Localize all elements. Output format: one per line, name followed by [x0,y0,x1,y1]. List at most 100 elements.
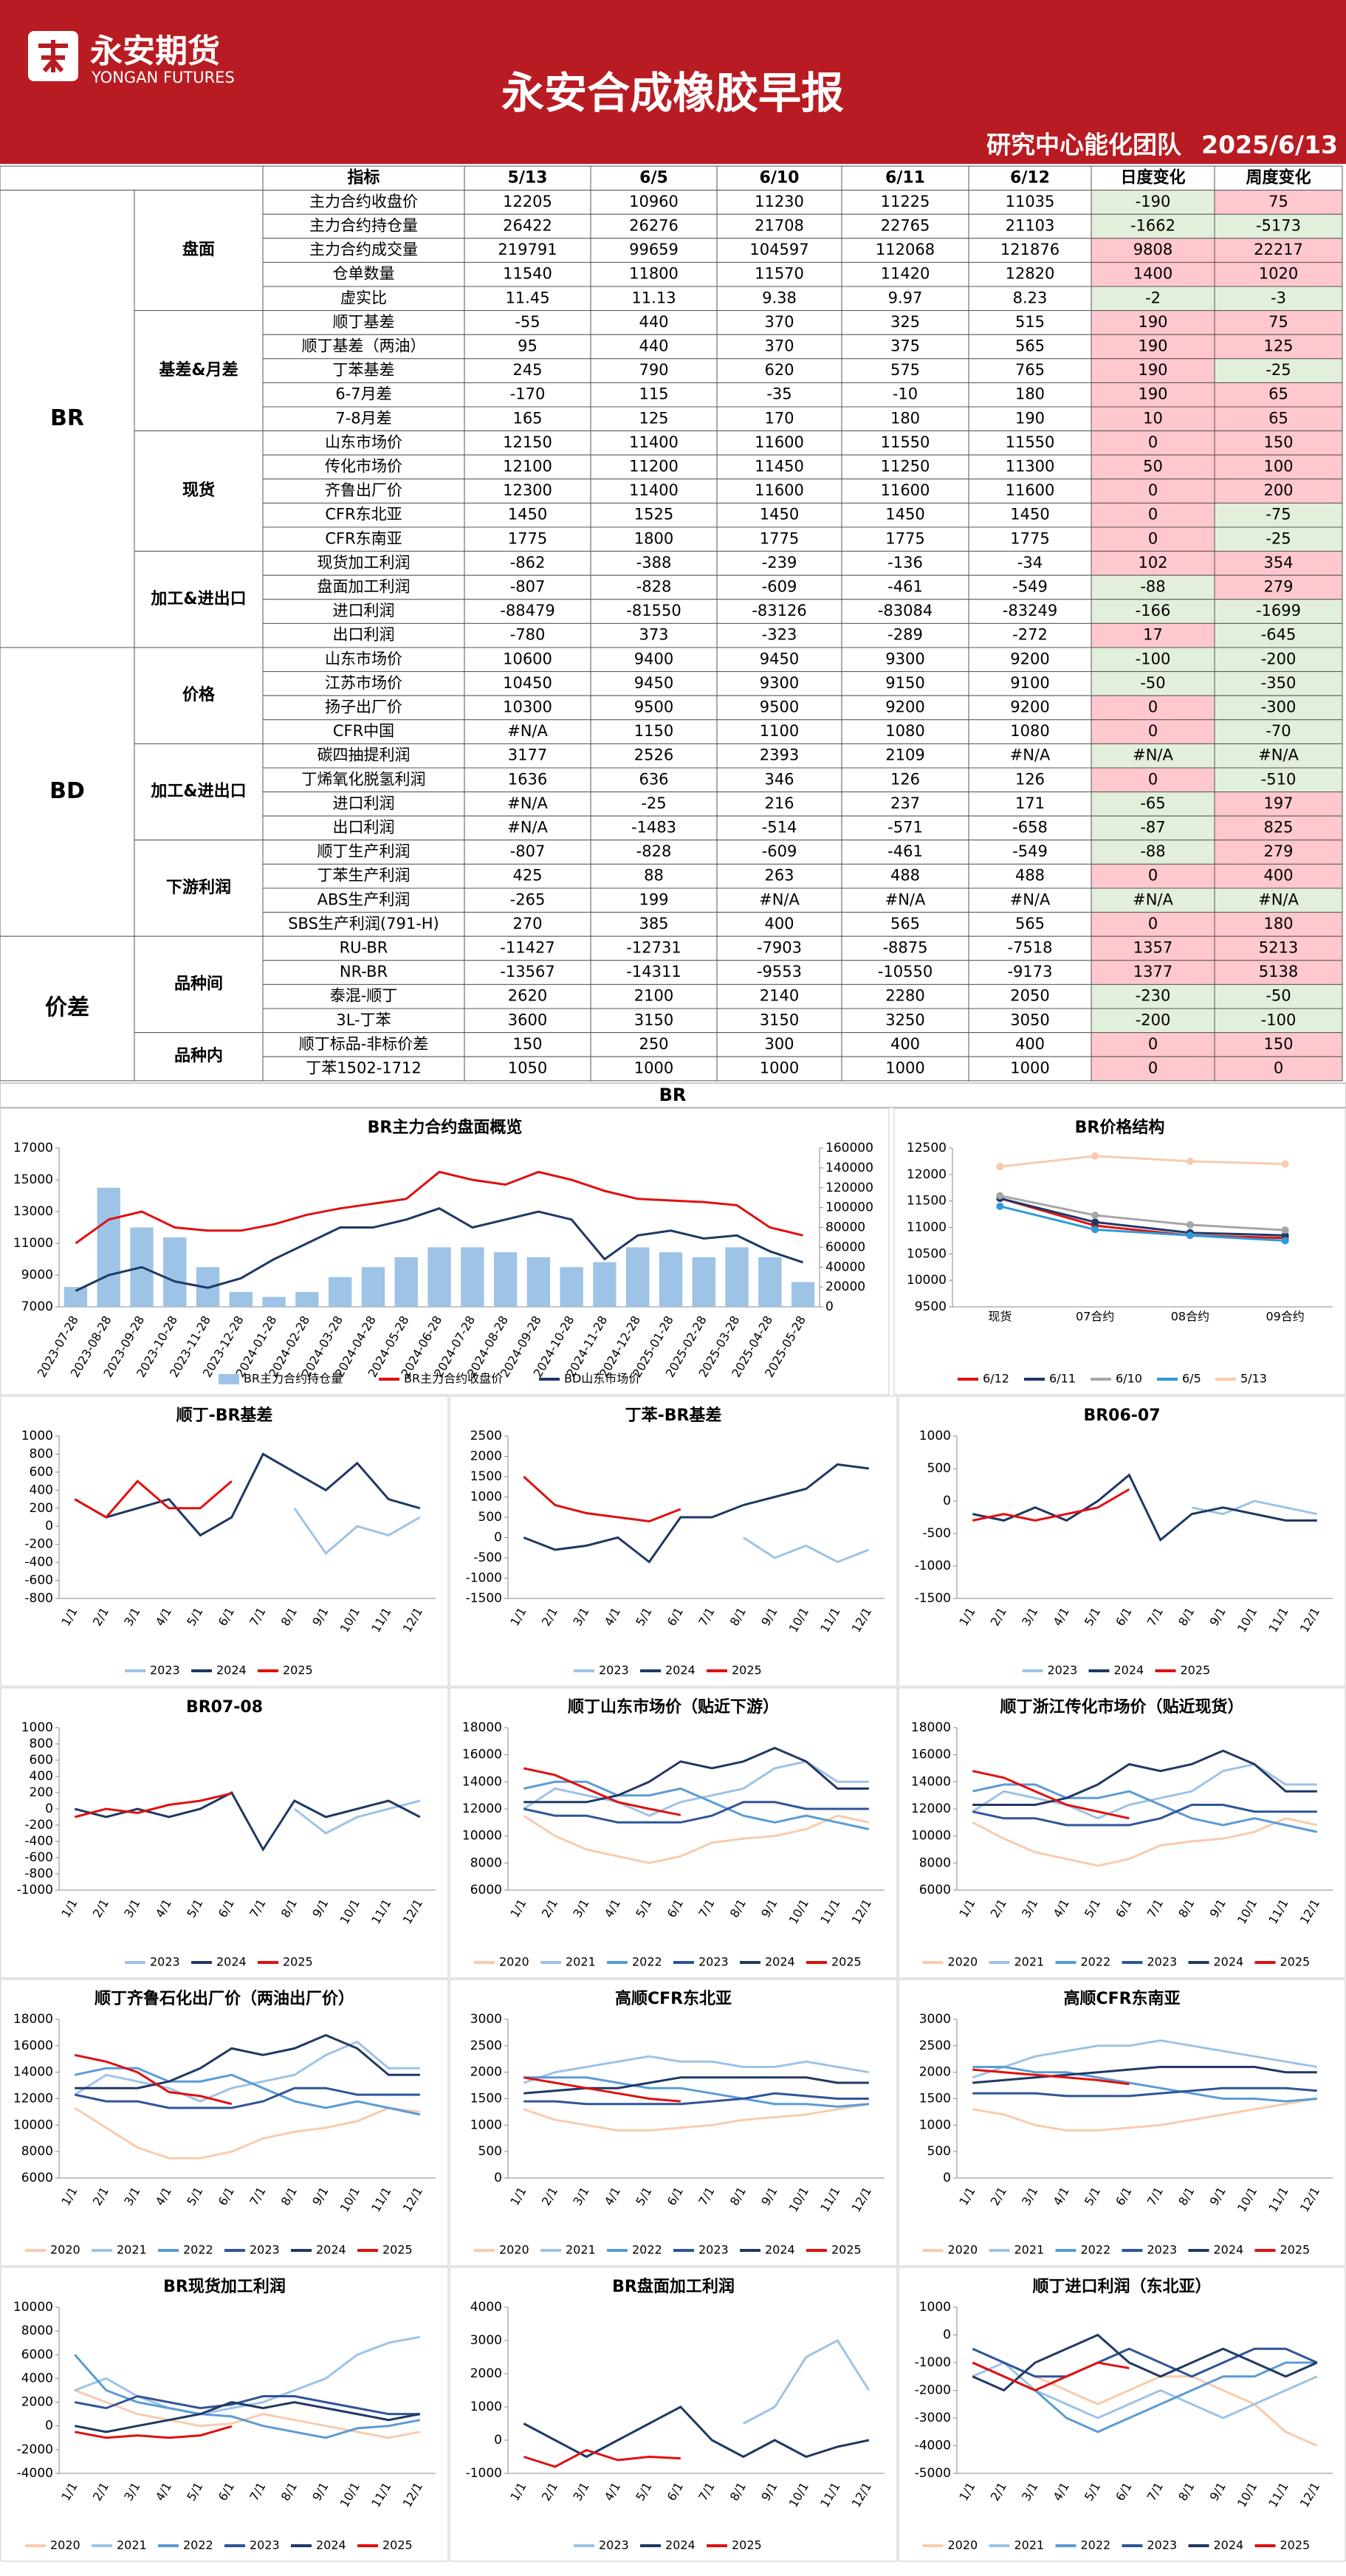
cell-value: 3150 [760,1011,799,1028]
chart-frame [898,2267,1346,2562]
chart-title: BR主力合约盘面概览 [368,1118,523,1137]
cell [464,238,591,263]
series-line [972,1473,1317,1542]
cell-value: 100 [1263,458,1293,475]
cell [464,935,591,961]
cell [262,286,465,312]
chart-title: 顺丁齐鲁石化出厂价（两油出厂价） [95,1989,354,2008]
series-line [74,1792,233,1818]
legend-label: 2021 [1014,1955,1045,1969]
cell-value: 0 [1274,1059,1283,1077]
cell [590,1056,718,1082]
cell-value: 102 [1138,554,1167,571]
cell [1091,358,1215,383]
cell-value: 565 [1015,337,1045,355]
cell [968,743,1092,769]
cell-value: 65 [1268,409,1288,427]
cell [262,478,465,504]
y-tick-label: 18000 [13,2012,53,2027]
legend-label: BR主力合约持仓量 [244,1372,343,1386]
cell-value: -50 [1140,674,1165,692]
y-tick-label: 8000 [21,2323,53,2338]
series-line [999,1197,1285,1240]
column-header: 6/11 [885,168,925,187]
cell-value: -1483 [631,819,676,837]
cell-value: -65 [1140,794,1165,812]
series-line [972,2098,1318,2132]
cell-value: -50 [1266,987,1291,1005]
cell-value: 11.45 [505,289,549,306]
cell-value: 11550 [1006,433,1055,451]
cell [1214,574,1343,600]
row-label: 仓单数量 [333,265,395,283]
cell-value: 9450 [760,650,799,667]
chart-frame [0,1979,449,2267]
cell [590,286,718,312]
cell-value: 0 [1148,1035,1158,1053]
cell-value: 488 [890,867,920,885]
legend-label: 2023 [1048,1663,1078,1677]
cell-value: 237 [890,794,920,812]
y-tick-label: 9000 [21,1268,53,1282]
legend-label: 6/10 [1116,1372,1142,1386]
cell-value: 190 [1138,361,1167,379]
legend-label: 2022 [1081,1955,1111,1969]
cell [1214,960,1343,985]
bar [659,1252,683,1307]
cell [1091,1008,1215,1034]
cell-value: -350 [1261,674,1297,692]
legend-label: 2020 [948,2243,978,2257]
column-header: 6/5 [639,168,668,187]
cell-value: 21708 [755,217,804,235]
series-line [972,2039,1318,2079]
cell [590,1008,718,1034]
report-title: 永安合成橡胶早报 [501,68,844,118]
legend-label: 2023 [150,1663,180,1677]
cell [968,358,1092,383]
point [996,1192,1004,1200]
legend-label: 2022 [183,2538,213,2552]
legend-label: 2020 [50,2538,80,2552]
cell-value: 1000 [760,1059,799,1077]
cell [1091,839,1215,865]
cell [1091,743,1215,769]
y-tick-label: -200 [24,1818,53,1833]
bar [725,1247,749,1307]
row-label: 盘面加工利润 [317,578,411,596]
cell-value: 12100 [503,458,552,475]
cell-value: 279 [1263,578,1293,596]
chart-title: BR06-07 [1083,1407,1160,1425]
cell-value: 9150 [885,674,924,692]
cell [968,165,1092,191]
cell [1091,791,1215,817]
cell [1214,622,1343,648]
cell [590,261,718,287]
series-line [293,1507,421,1556]
y-tick-label: 9500 [915,1299,947,1314]
cell-value: 5138 [1259,963,1298,980]
cell-value: 11400 [629,433,679,451]
bar [428,1247,451,1307]
cell-value: -5173 [1256,217,1301,235]
y-tick-label: -400 [24,1555,53,1570]
logo-en: YONGAN FUTURES [91,69,235,86]
legend-label: 2023 [250,2538,280,2552]
y-tick-label: 500 [478,1510,502,1525]
cell-value: 9200 [1010,698,1049,716]
cell [716,1032,842,1057]
legend-label: 6/12 [983,1372,1009,1386]
cell-value: 10 [1143,409,1163,427]
row-label: 主力合约收盘价 [309,193,418,210]
cell-value: -272 [1012,626,1048,644]
y-tick-label: 500 [927,2144,951,2159]
chart-title: 丁苯-BR基差 [625,1406,722,1425]
cell-value: -9553 [757,963,802,980]
y-tick-label: 12000 [911,1802,951,1816]
cell [968,912,1092,937]
cell-value: 0 [1148,433,1158,451]
cell [841,839,969,865]
cell [1091,286,1215,312]
cell-value: 425 [512,867,542,885]
column-header: 6/10 [760,168,800,187]
cell-value: 1377 [1133,963,1172,980]
